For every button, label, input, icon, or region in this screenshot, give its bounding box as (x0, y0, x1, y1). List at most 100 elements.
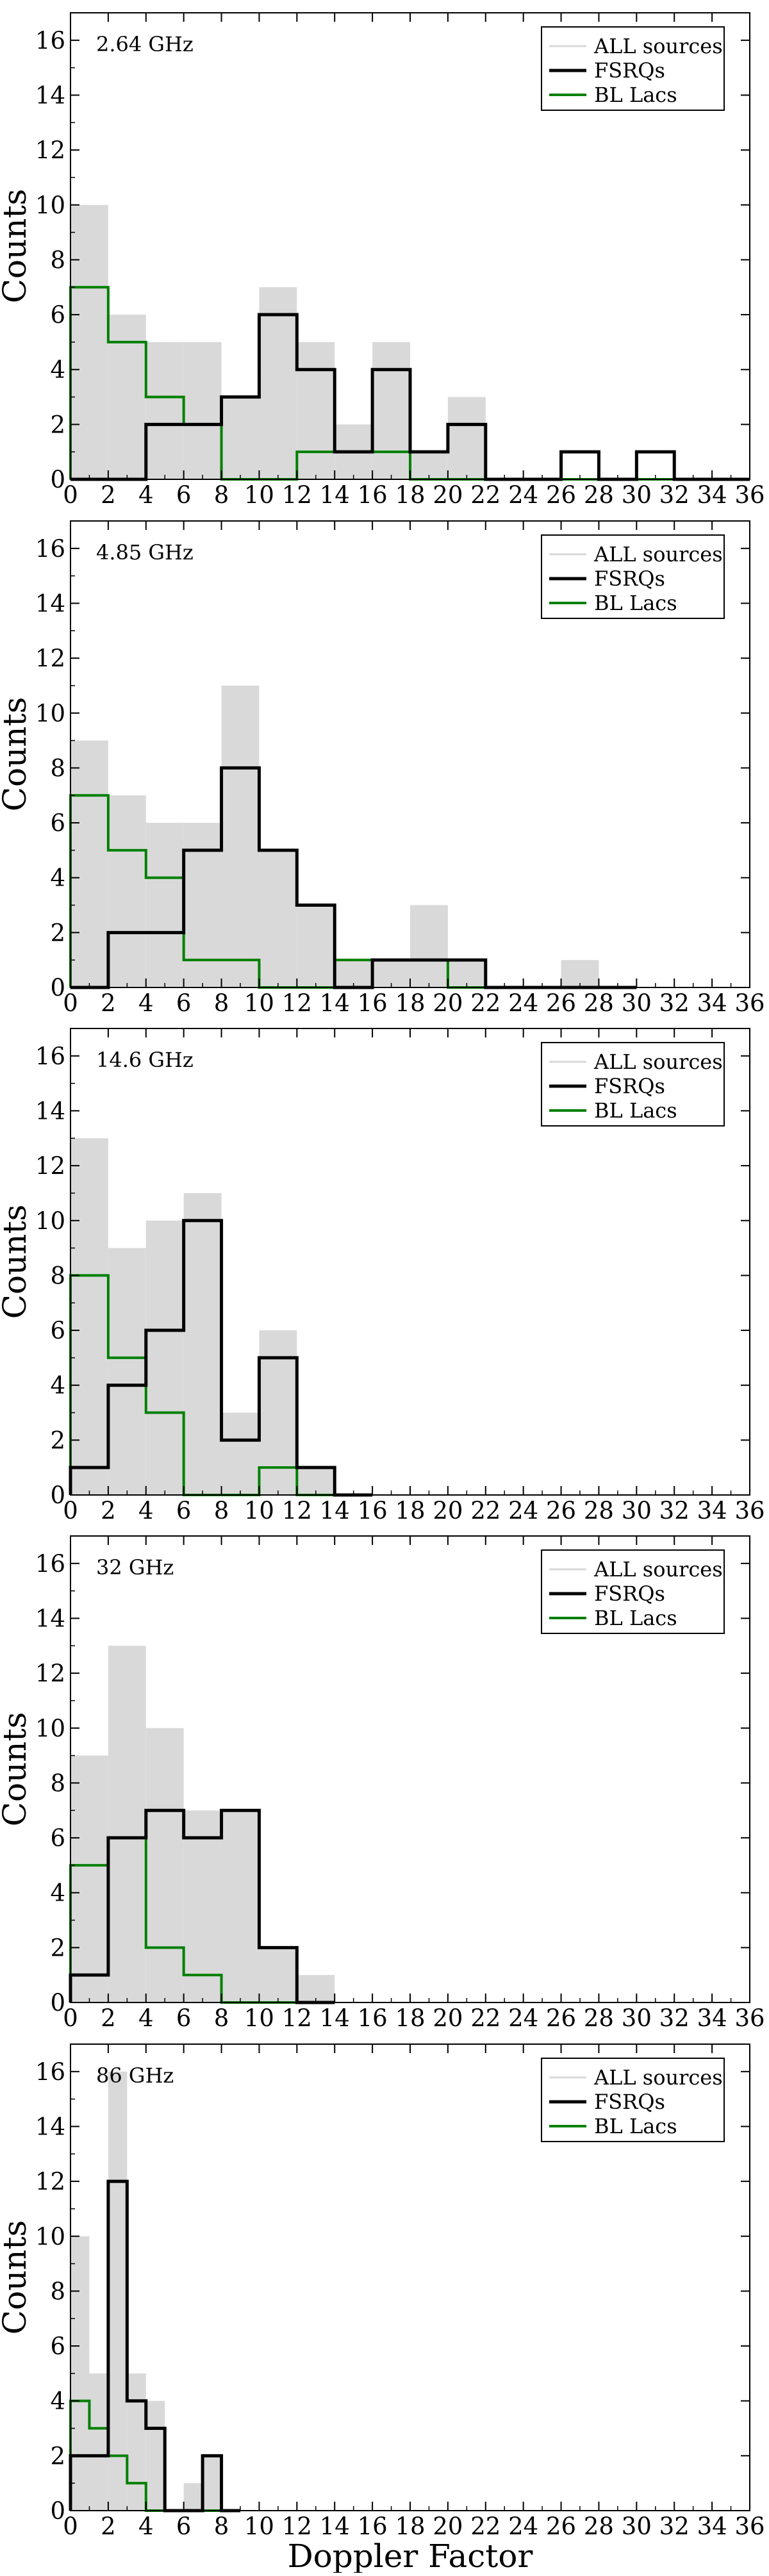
x-tick-label: 22 (470, 2004, 500, 2032)
x-tick-label: 2 (101, 2513, 116, 2540)
x-tick-label: 12 (282, 1497, 312, 1524)
y-tick-label: 4 (50, 1372, 65, 1399)
x-tick-label: 18 (395, 1497, 425, 1524)
x-tick-label: 6 (176, 481, 192, 509)
y-tick-label: 4 (50, 356, 65, 384)
y-tick-label: 16 (35, 1550, 65, 1578)
y-tick-label: 6 (50, 1824, 65, 1852)
x-tick-label: 0 (63, 481, 78, 509)
all-sources-bar (297, 1975, 335, 2002)
x-tick-label: 14 (320, 2004, 350, 2032)
y-tick-label: 4 (50, 1879, 65, 1907)
all-sources-bar (410, 905, 448, 987)
y-tick-label: 4 (50, 864, 65, 892)
x-tick-label: 24 (508, 481, 538, 509)
y-tick-label: 8 (50, 2277, 65, 2305)
all-sources-bar (297, 905, 335, 987)
all-sources-bar (561, 960, 599, 987)
legend-box (541, 534, 725, 619)
x-tick-label: 8 (214, 989, 229, 1017)
x-tick-label: 6 (176, 2004, 192, 2032)
all-sources-bar (259, 1330, 297, 1495)
x-tick-label: 0 (63, 1497, 78, 1524)
all-sources-bar (297, 342, 335, 479)
x-tick-label: 2 (101, 1497, 116, 1524)
y-tick-label: 4 (50, 2388, 65, 2415)
all-sources-bar (221, 397, 260, 479)
all-sources-bar (108, 795, 146, 987)
x-tick-label: 36 (734, 989, 765, 1017)
all-sources-bar (145, 342, 184, 479)
y-tick-label: 14 (35, 2113, 65, 2140)
y-tick-label: 6 (50, 1317, 65, 1344)
all-sources-bar (297, 1467, 335, 1495)
y-tick-label: 16 (35, 2058, 65, 2086)
x-tick-label: 20 (433, 989, 463, 1017)
legend-label: BL Lacs (594, 591, 677, 615)
x-tick-label: 8 (214, 2004, 229, 2032)
all-sources-bar (145, 823, 184, 987)
x-tick-label: 20 (433, 481, 463, 509)
x-tick-label: 24 (508, 1497, 538, 1524)
x-tick-label: 6 (176, 989, 192, 1017)
all-sources-bar (259, 850, 297, 987)
legend-label: FSRQs (594, 2090, 665, 2114)
y-tick-label: 14 (35, 1097, 65, 1125)
x-tick-label: 34 (697, 989, 727, 1017)
x-tick-label: 2 (101, 481, 116, 509)
x-tick-label: 26 (546, 1497, 576, 1524)
x-tick-label: 20 (433, 2004, 463, 2032)
x-tick-label: 24 (508, 2004, 538, 2032)
y-tick-label: 12 (35, 1660, 65, 1687)
x-tick-label: 36 (734, 481, 765, 509)
x-tick-label: 32 (659, 1497, 690, 1524)
x-tick-label: 30 (622, 2004, 652, 2032)
x-tick-label: 8 (214, 2513, 229, 2540)
x-tick-label: 4 (138, 989, 154, 1017)
x-tick-label: 14 (320, 1497, 350, 1524)
y-axis-label: Counts (0, 189, 33, 304)
all-sources-bar (410, 452, 448, 479)
x-tick-label: 28 (584, 1497, 614, 1524)
x-tick-label: 0 (63, 2004, 78, 2032)
y-tick-label: 14 (35, 590, 65, 617)
all-sources-bar (70, 740, 108, 987)
x-tick-label: 0 (63, 989, 78, 1017)
y-tick-label: 6 (50, 2332, 65, 2360)
all-sources-bar (203, 2456, 222, 2511)
x-tick-label: 30 (622, 989, 652, 1017)
y-tick-label: 8 (50, 246, 65, 274)
y-tick-label: 16 (35, 1043, 65, 1070)
x-tick-label: 26 (546, 989, 576, 1017)
all-sources-bar (221, 1412, 260, 1495)
panel-title: 32 GHz (96, 1555, 174, 1580)
x-tick-label: 2 (101, 989, 116, 1017)
panel-title: 86 GHz (96, 2063, 174, 2088)
x-tick-label: 8 (214, 1497, 229, 1524)
y-tick-label: 2 (50, 919, 65, 946)
x-tick-label: 0 (63, 2513, 78, 2540)
panel-1: 0 2 4 6 8 10 12 14 16 18 20 22 24 26 28 30 32 34 360246810… (0, 12, 765, 509)
all-sources-bar (372, 342, 410, 479)
legend-box (541, 1549, 725, 1634)
x-tick-label: 14 (320, 481, 350, 509)
y-axis-label: Counts (0, 1712, 33, 1827)
y-tick-label: 12 (35, 2168, 65, 2195)
legend-label: ALL sources (593, 542, 723, 566)
all-sources-bar (145, 2400, 165, 2511)
all-sources-bar (221, 1810, 260, 2002)
x-tick-label: 28 (584, 2513, 614, 2540)
x-tick-label: 32 (659, 2513, 690, 2540)
y-tick-label: 8 (50, 1262, 65, 1289)
panel-title: 2.64 GHz (96, 32, 194, 56)
all-sources-bar (372, 960, 410, 987)
x-tick-label: 20 (433, 1497, 463, 1524)
legend-label: BL Lacs (594, 1606, 677, 1630)
x-tick-label: 12 (282, 481, 312, 509)
x-tick-label: 32 (659, 2004, 690, 2032)
all-sources-bar (183, 1810, 222, 2002)
all-sources-bar (127, 2373, 146, 2511)
legend-box (541, 1042, 725, 1127)
